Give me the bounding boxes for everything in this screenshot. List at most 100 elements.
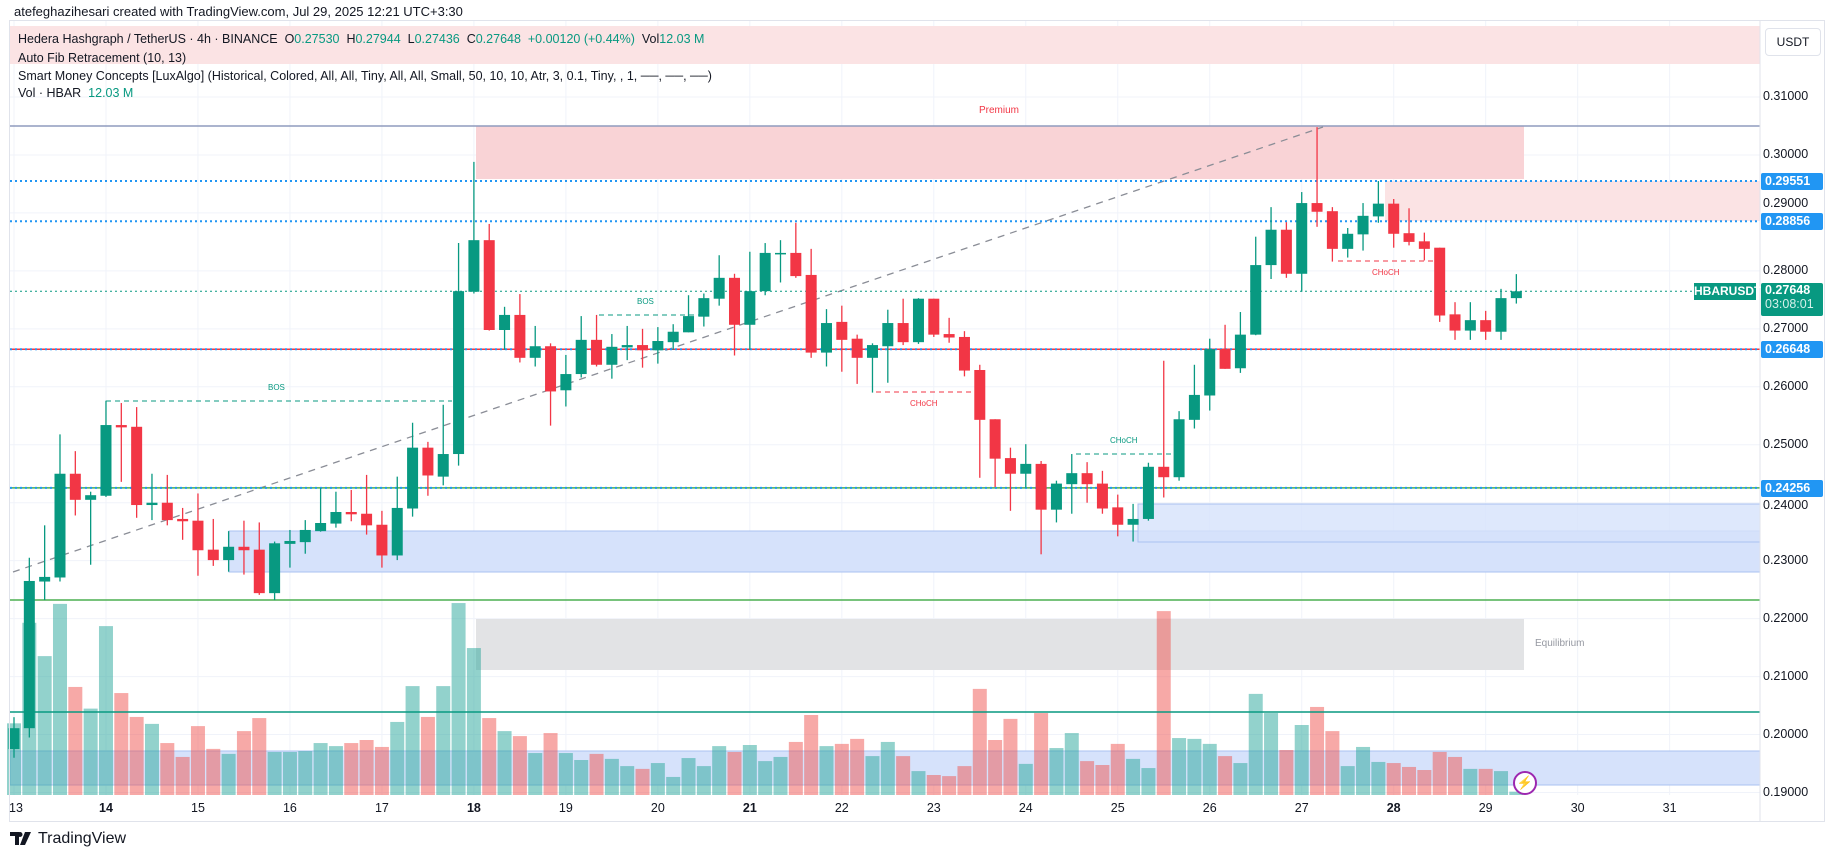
candle xyxy=(851,334,863,384)
candle xyxy=(100,400,112,497)
candle xyxy=(299,520,311,554)
candle xyxy=(989,419,1001,488)
candle-body xyxy=(207,549,219,561)
candle xyxy=(1127,503,1139,542)
candle-body xyxy=(1127,518,1139,525)
candle-body xyxy=(299,529,311,543)
price-tick: 0.24000 xyxy=(1763,497,1809,512)
candle-body xyxy=(253,549,265,594)
candle-body xyxy=(422,447,434,476)
choch-label-3: CHoCH xyxy=(1372,268,1400,277)
candle-body xyxy=(989,419,1001,459)
candle-body xyxy=(1372,203,1384,217)
level-badge: 0.26648 xyxy=(1761,341,1823,359)
date-tick: 31 xyxy=(1662,801,1677,815)
close-value: 0.27648 xyxy=(475,32,521,46)
volume-bar xyxy=(98,626,113,795)
legend-symbol[interactable]: Hedera Hashgraph / TetherUS · 4h · BINAN… xyxy=(18,32,278,46)
candle xyxy=(882,309,894,383)
symbol-badge: HBARUSDT xyxy=(1694,283,1762,300)
candle-body xyxy=(1112,507,1124,525)
vol-label: Vol xyxy=(641,32,660,46)
volume-bar xyxy=(328,746,343,795)
price-tick: 0.22000 xyxy=(1763,610,1809,625)
candle xyxy=(713,255,725,306)
candle xyxy=(514,294,526,363)
candle-body xyxy=(330,511,342,524)
candle xyxy=(621,325,633,361)
volume-bar xyxy=(282,751,297,795)
candle xyxy=(253,522,265,595)
candle-body xyxy=(1480,320,1492,332)
candle-body xyxy=(177,518,189,522)
open-value: 0.27530 xyxy=(294,32,340,46)
candle-body xyxy=(8,728,20,750)
volume-name: Vol · HBAR xyxy=(18,86,82,100)
candle-body xyxy=(54,473,66,578)
candle-body xyxy=(1020,463,1032,474)
volume-bar xyxy=(988,740,1003,795)
legend-fib-indicator[interactable]: Auto Fib Retracement (10, 13) xyxy=(18,51,187,65)
candle xyxy=(1142,462,1154,521)
volume-bar xyxy=(1371,761,1386,795)
candle-body xyxy=(361,513,373,526)
candle xyxy=(177,507,189,540)
volume-bar xyxy=(604,758,619,795)
candle-body xyxy=(1296,203,1308,274)
candle-body xyxy=(115,425,127,428)
candle xyxy=(744,251,756,350)
volume-bar xyxy=(1432,751,1447,795)
legend-symbol-row: Hedera Hashgraph / TetherUS · 4h · BINAN… xyxy=(18,32,704,46)
volume-bar xyxy=(313,743,328,795)
candle-body xyxy=(637,345,649,351)
candle xyxy=(1495,288,1507,340)
date-tick: 18 xyxy=(466,801,481,815)
volume-bar xyxy=(620,766,635,795)
candle-body xyxy=(1035,463,1047,510)
legend-volume-row[interactable]: Vol · HBAR 12.03 M xyxy=(18,86,133,100)
candle xyxy=(1066,454,1078,514)
candle xyxy=(1096,470,1108,514)
volume-bar xyxy=(1080,761,1095,795)
legend-smc-indicator[interactable]: Smart Money Concepts [LuxAlgo] (Historic… xyxy=(18,69,712,83)
volume-bar xyxy=(1509,791,1524,795)
candle-body xyxy=(1204,349,1216,396)
open-label: O xyxy=(284,32,295,46)
date-tick: 27 xyxy=(1294,801,1309,815)
volume-bar xyxy=(1448,756,1463,795)
candle-body xyxy=(1449,314,1461,331)
candle-body xyxy=(1066,473,1078,485)
candle xyxy=(192,493,204,576)
candle-body xyxy=(499,314,511,330)
volume-bar xyxy=(1463,768,1478,795)
candle xyxy=(422,441,434,496)
candle-body xyxy=(759,252,771,292)
candle xyxy=(805,248,817,358)
candle xyxy=(667,324,679,350)
currency-button[interactable]: USDT xyxy=(1765,28,1821,56)
volume-bar xyxy=(1340,766,1355,795)
candle xyxy=(483,223,495,331)
candle-body xyxy=(729,277,741,325)
lightning-icon[interactable]: ⚡ xyxy=(1513,771,1537,795)
candle xyxy=(1510,274,1522,304)
candle-body xyxy=(131,426,143,506)
candle xyxy=(775,240,786,283)
premium-label: Premium xyxy=(979,105,1020,116)
candle-body xyxy=(69,473,81,500)
candle xyxy=(1480,310,1492,340)
candle-body xyxy=(1219,349,1231,369)
candle xyxy=(1204,338,1216,411)
candle xyxy=(1326,207,1338,262)
candle xyxy=(1219,324,1231,369)
candle-body xyxy=(100,425,112,496)
candle xyxy=(1280,222,1292,278)
volume-bar xyxy=(758,761,773,795)
candle-body xyxy=(39,576,51,582)
candle xyxy=(269,541,281,601)
high-label: H xyxy=(346,32,356,46)
low-label: L xyxy=(407,32,415,46)
candle xyxy=(1081,462,1093,503)
candle-body xyxy=(315,523,327,532)
